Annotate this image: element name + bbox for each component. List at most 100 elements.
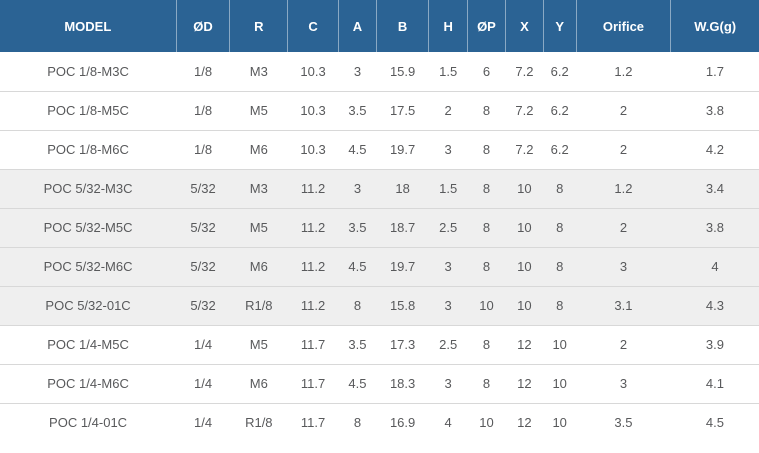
table-cell: 3 xyxy=(428,285,468,325)
column-header-a: A xyxy=(338,0,377,52)
table-cell: 2 xyxy=(576,129,671,169)
header-row: MODEL ØD R C A B H ØP X Y Orifice W.G(g) xyxy=(0,0,759,52)
table-cell: 3 xyxy=(576,246,671,286)
table-cell: M6 xyxy=(229,129,288,169)
column-header-model: MODEL xyxy=(0,0,177,52)
table-cell: 7.2 xyxy=(505,129,544,169)
table-row: POC 5/32-M6C 5/32 M6 11.2 4.5 19.7 3 8 10 8 3 4 xyxy=(0,246,759,286)
table-cell: 8 xyxy=(467,246,506,286)
table-cell: 8 xyxy=(467,207,506,247)
table-cell: 12 xyxy=(505,324,544,364)
table-cell: 11.7 xyxy=(287,324,339,364)
table-cell: 1.5 xyxy=(428,168,468,208)
table-cell: 4.5 xyxy=(338,129,377,169)
table-cell: 1.2 xyxy=(576,168,671,208)
table-cell: 6.2 xyxy=(543,129,576,169)
model-cell: POC 1/4-M5C xyxy=(0,324,177,364)
column-header-orifice: Orifice xyxy=(576,0,672,52)
table-cell: 11.2 xyxy=(287,207,339,247)
table-cell: 10 xyxy=(543,402,576,442)
table-cell: 5/32 xyxy=(176,246,230,286)
table-cell: 3 xyxy=(338,168,377,208)
table-cell: 4 xyxy=(428,402,468,442)
table-cell: 1.2 xyxy=(576,52,671,91)
table-cell: M5 xyxy=(229,324,288,364)
model-cell: POC 1/8-M6C xyxy=(0,129,177,169)
table-cell: 19.7 xyxy=(376,246,429,286)
column-header--d: ØD xyxy=(176,0,231,52)
table-cell: 8 xyxy=(543,285,576,325)
table-cell: 3.4 xyxy=(670,168,759,208)
table-cell: 8 xyxy=(467,168,506,208)
model-cell: POC 1/8-M3C xyxy=(0,52,177,91)
table-cell: 3.1 xyxy=(576,285,671,325)
table-cell: M5 xyxy=(229,90,288,130)
table-cell: 1/8 xyxy=(176,52,230,91)
model-cell: POC 5/32-M6C xyxy=(0,246,177,286)
table-cell: R1/8 xyxy=(229,285,288,325)
table-cell: 16.9 xyxy=(376,402,429,442)
table-cell: 2.5 xyxy=(428,207,468,247)
table-row: POC 1/8-M3C 1/8 M3 10.3 3 15.9 1.5 6 7.2 6.2 1.2 1.… xyxy=(0,52,759,91)
model-cell: POC 5/32-M5C xyxy=(0,207,177,247)
table-header: MODEL ØD R C A B H ØP X Y Orifice W.G(g) xyxy=(0,0,759,52)
table-cell: 10 xyxy=(505,207,544,247)
model-cell: POC 1/4-M6C xyxy=(0,363,177,403)
column-header-x: X xyxy=(505,0,544,52)
table-cell: M3 xyxy=(229,168,288,208)
table-cell: 8 xyxy=(543,246,576,286)
table-cell: M6 xyxy=(229,246,288,286)
table-cell: 17.3 xyxy=(376,324,429,364)
table-cell: 7.2 xyxy=(505,90,544,130)
table-cell: 10 xyxy=(505,285,544,325)
table-cell: 3.9 xyxy=(670,324,759,364)
table-cell: 12 xyxy=(505,363,544,403)
table-cell: 2 xyxy=(576,207,671,247)
spec-table: MODEL ØD R C A B H ØP X Y Orifice W.G(g) POC 1/8-M3… xyxy=(0,0,759,442)
table-cell: 19.7 xyxy=(376,129,429,169)
table-cell: 1.7 xyxy=(670,52,759,91)
table-cell: 6.2 xyxy=(543,52,576,91)
table-cell: 10 xyxy=(467,285,506,325)
table-cell: 17.5 xyxy=(376,90,429,130)
table-cell: M6 xyxy=(229,363,288,403)
table-cell: 3 xyxy=(576,363,671,403)
table-row: POC 1/4-01C 1/4 R1/8 11.7 8 16.9 4 10 12 10 3.5 4.5 xyxy=(0,402,759,442)
table-cell: 2 xyxy=(576,90,671,130)
table-cell: 8 xyxy=(543,207,576,247)
table-cell: 4.5 xyxy=(670,402,759,442)
table-row: POC 1/4-M5C 1/4 M5 11.7 3.5 17.3 2.5 8 12 10 2 3.9 xyxy=(0,324,759,364)
table-cell: 18 xyxy=(376,168,429,208)
table-cell: 1.5 xyxy=(428,52,468,91)
table-cell: 8 xyxy=(467,129,506,169)
table-cell: 12 xyxy=(505,402,544,442)
column-header--p: ØP xyxy=(467,0,506,52)
table-cell: 3 xyxy=(428,246,468,286)
table-cell: 4.3 xyxy=(670,285,759,325)
table-cell: 5/32 xyxy=(176,207,230,247)
table-row: POC 1/4-M6C 1/4 M6 11.7 4.5 18.3 3 8 12 10 3 4.1 xyxy=(0,363,759,403)
table-cell: 8 xyxy=(338,285,377,325)
table-cell: 8 xyxy=(467,324,506,364)
table-cell: M5 xyxy=(229,207,288,247)
column-header-h: H xyxy=(428,0,468,52)
model-cell: POC 1/4-01C xyxy=(0,402,177,442)
table-cell: 10.3 xyxy=(287,90,339,130)
table-cell: 8 xyxy=(467,363,506,403)
column-header-r: R xyxy=(229,0,289,52)
table-cell: 3 xyxy=(428,129,468,169)
table-row: POC 1/8-M5C 1/8 M5 10.3 3.5 17.5 2 8 7.2 6.2 2 3.8 xyxy=(0,90,759,130)
table-row: POC 5/32-M3C 5/32 M3 11.2 3 18 1.5 8 10 8 1.2 3.4 xyxy=(0,168,759,208)
column-header-b: B xyxy=(376,0,430,52)
table-cell: 1/8 xyxy=(176,129,230,169)
table-cell: 8 xyxy=(338,402,377,442)
table-cell: 3.5 xyxy=(576,402,671,442)
table-cell: 10 xyxy=(467,402,506,442)
table-cell: 10 xyxy=(543,324,576,364)
table-cell: M3 xyxy=(229,52,288,91)
table-cell: 10 xyxy=(505,168,544,208)
table-cell: 8 xyxy=(543,168,576,208)
table-cell: R1/8 xyxy=(229,402,288,442)
model-cell: POC 1/8-M5C xyxy=(0,90,177,130)
